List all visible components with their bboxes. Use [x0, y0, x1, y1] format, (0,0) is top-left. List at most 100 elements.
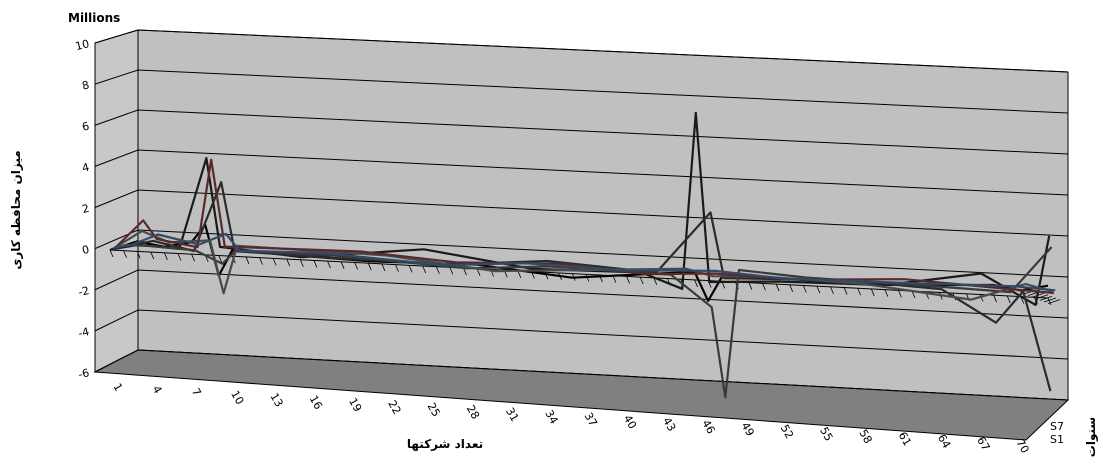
x-minor-tick [381, 263, 386, 272]
category-axis-line [109, 249, 1049, 299]
x-minor-tick [422, 265, 427, 274]
gridline [94, 229, 1069, 278]
depth-axis-title-group: سنوات [1084, 417, 1099, 457]
y-tick-label: 2 [81, 202, 91, 216]
x-minor-tick [259, 257, 263, 265]
y-tick-label: -2 [77, 284, 91, 299]
y-tick-label: 4 [81, 161, 91, 175]
depth-axis-title: سنوات [1084, 417, 1099, 457]
y-tick-label: 6 [81, 119, 91, 133]
x-tick-label: 49 [739, 420, 757, 439]
y-axis-title: میزان محافظه کاری [9, 150, 23, 269]
x-tick-label: 67 [974, 435, 992, 454]
x-tick-label: 22 [385, 398, 403, 417]
x-minor-tick [612, 275, 617, 283]
gridline [94, 109, 1069, 155]
x-minor-tick [626, 276, 630, 284]
gridline [94, 69, 1069, 114]
series-line [115, 158, 1055, 295]
series-layer [109, 111, 1056, 399]
depth-tick-s7: S7 [1050, 420, 1064, 433]
x-minor-tick [476, 268, 481, 276]
x-minor-tick [911, 290, 916, 299]
x-minor-tick [463, 267, 467, 276]
x-minor-tick [191, 254, 195, 262]
x-minor-tick [898, 290, 902, 298]
x-tick-label: 25 [424, 400, 442, 419]
x-tick-label: 37 [582, 410, 600, 429]
x-tick-label: 28 [464, 403, 482, 422]
x-minor-tick [830, 286, 834, 295]
x-axis: 1 4 7 10 13 16 19 22 25 28 31 34 37 40 43 46 49 52 55 58 61 6… [109, 249, 1061, 456]
unit-label: Millions [68, 11, 120, 25]
x-minor-tick [653, 277, 658, 285]
gridlines [94, 29, 1069, 401]
x-tick-label: 34 [542, 408, 560, 427]
y-tick-label: 10 [74, 37, 91, 53]
gridline [94, 189, 1069, 237]
x-minor-tick [354, 262, 359, 270]
x-minor-tick [816, 286, 821, 294]
x-minor-tick [109, 249, 114, 258]
y-axis: -6 -4 -2 0 2 4 6 8 10 [74, 37, 91, 381]
x-minor-tick [639, 276, 644, 285]
x-tick-label: 55 [817, 425, 835, 444]
chart-walls [93, 29, 1070, 441]
x-minor-tick [694, 279, 698, 288]
x-tick-label: 31 [503, 405, 521, 424]
x-tick-label: 70 [1013, 437, 1031, 456]
x-tick-label: 61 [896, 430, 914, 449]
x-minor-tick [1047, 297, 1052, 306]
x-minor-tick [870, 288, 875, 297]
depth-tick [1043, 297, 1057, 303]
x-tick-label: 19 [346, 396, 364, 415]
x-minor-tick [245, 256, 250, 265]
x-minor-tick [435, 266, 440, 274]
x-minor-tick [150, 251, 155, 260]
x-tick-label: 4 [150, 383, 165, 396]
x-tick-label: 13 [267, 391, 285, 410]
x-minor-tick [164, 252, 168, 260]
x-minor-tick [789, 284, 794, 292]
x-tick-label: 7 [189, 386, 204, 399]
x-minor-tick [979, 294, 984, 302]
gridline [94, 309, 1069, 360]
x-tick-label: 43 [660, 415, 678, 434]
depth-tick-s1: S1 [1050, 433, 1064, 446]
x-tick-label: 40 [621, 413, 639, 432]
x-minor-tick [286, 258, 291, 267]
x-minor-tick [748, 282, 753, 290]
x-tick-label: 58 [856, 427, 874, 446]
x-tick-label: 46 [699, 418, 717, 437]
x-minor-tick [993, 295, 997, 303]
x-minor-tick [136, 251, 141, 259]
x-minor-tick [408, 265, 413, 273]
x-minor-tick [884, 289, 889, 297]
x-tick-label: 1 [110, 381, 125, 394]
x-minor-tick [367, 263, 372, 271]
x-minor-tick [313, 260, 318, 268]
depth-tick [1047, 299, 1061, 304]
gridline [94, 349, 1069, 401]
x-minor-tick [775, 283, 780, 292]
x-minor-tick [177, 253, 182, 261]
x-minor-tick [449, 267, 454, 275]
x-minor-tick [517, 270, 522, 279]
depth-tick [1039, 296, 1053, 301]
x-minor-tick [340, 261, 345, 269]
back-wall [137, 29, 1069, 401]
x-minor-tick [299, 259, 304, 267]
y-tick-label: 8 [81, 78, 91, 92]
x-tick-label: 64 [935, 432, 953, 451]
x-minor-tick [272, 258, 277, 266]
x-minor-tick [218, 255, 223, 263]
x-minor-tick [802, 285, 807, 293]
x-minor-tick [327, 260, 331, 269]
series-line [117, 232, 1056, 292]
gridline [94, 269, 1069, 319]
x-minor-tick [857, 288, 862, 296]
y-tick-label: -4 [77, 325, 91, 340]
gridline [94, 149, 1069, 196]
